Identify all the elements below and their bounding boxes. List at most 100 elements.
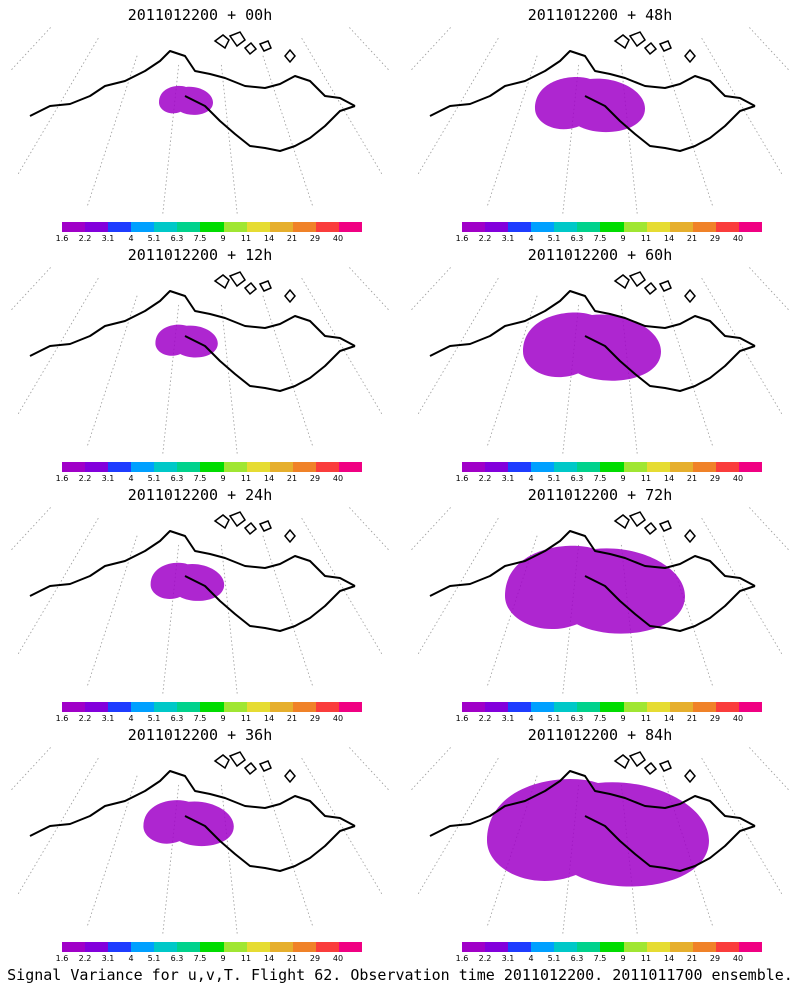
colorbar-swatch <box>85 702 109 712</box>
colorbar-swatch <box>646 222 670 232</box>
colorbar-label: 40 <box>732 474 744 483</box>
colorbar-label: 11 <box>240 714 252 723</box>
colorbar-swatch <box>269 702 293 712</box>
colorbar-swatch <box>485 462 509 472</box>
meridian-gridline <box>364 266 390 313</box>
colorbar-labels: 1.6 2.2 3.1 4 5.1 6.3 7.5 9 11 14 21 29 40 <box>450 234 780 244</box>
colorbar-swatch <box>200 462 224 472</box>
colorbar-label: 4 <box>128 474 134 483</box>
colorbar-label: 21 <box>686 954 698 963</box>
colorbar-swatch <box>200 702 224 712</box>
colorbar-label: 1.6 <box>455 714 469 723</box>
colorbar-swatch <box>508 702 532 712</box>
latitude-gridline <box>410 746 790 770</box>
latitude-gridline <box>410 506 790 530</box>
colorbar-swatch <box>577 222 601 232</box>
colorbar-label: 40 <box>332 954 344 963</box>
colorbar-label: 2.2 <box>78 234 92 243</box>
colorbar-label: 29 <box>709 474 721 483</box>
colorbar-label: 40 <box>732 954 744 963</box>
colorbar-swatch <box>338 942 363 952</box>
colorbar-swatch <box>692 942 716 952</box>
meridian-gridline <box>747 266 790 312</box>
arctic-islands <box>213 31 296 64</box>
colorbar-swatch <box>554 222 578 232</box>
colorbar-swatch <box>108 942 132 952</box>
colorbar <box>462 462 763 472</box>
colorbar-swatch <box>462 222 486 232</box>
meridian-gridline <box>220 304 238 456</box>
colorbar-label: 29 <box>309 954 321 963</box>
colorbar-label: 7.5 <box>193 234 207 243</box>
meridian-gridline <box>410 746 436 793</box>
colorbar-label: 3.1 <box>101 954 115 963</box>
colorbar-label: 29 <box>709 714 721 723</box>
colorbar-label: 2.2 <box>78 714 92 723</box>
colorbar-label: 40 <box>332 234 344 243</box>
colorbar-label: 5.1 <box>147 954 161 963</box>
colorbar-label: 4 <box>528 954 534 963</box>
colorbar-swatch <box>315 702 339 712</box>
colorbar-swatch <box>531 222 555 232</box>
meridian-gridline <box>764 506 790 553</box>
colorbar-swatch <box>338 462 363 472</box>
colorbar-label: 29 <box>709 954 721 963</box>
polar-map <box>10 506 390 696</box>
colorbar-swatch <box>531 942 555 952</box>
meridian-gridline <box>410 746 453 792</box>
meridian-gridline <box>620 64 638 216</box>
colorbar-label: 6.3 <box>570 714 584 723</box>
map-panel-36h: 2011012200 + 36h 1.6 2.2 3.1 4 5.1 6.3 7.5 9 11 14… <box>0 720 400 963</box>
map-panel-48h: 2011012200 + 48h 1.6 2.2 3.1 4 5.1 6.3 7.5 9 11 14… <box>400 0 800 243</box>
colorbar-label: 2.2 <box>478 714 492 723</box>
coastline <box>429 290 756 392</box>
variance-shading <box>150 562 225 601</box>
colorbar-label: 14 <box>263 954 275 963</box>
colorbar-swatch <box>600 942 624 952</box>
colorbar-swatch <box>669 222 693 232</box>
colorbar-swatch <box>315 942 339 952</box>
colorbar-labels: 1.6 2.2 3.1 4 5.1 6.3 7.5 9 11 14 21 29 40 <box>50 234 380 244</box>
meridian-gridline <box>410 266 453 312</box>
variance-shading <box>505 545 685 634</box>
latitude-gridline <box>10 26 390 73</box>
panel-title: 2011012200 + 72h <box>527 486 673 504</box>
colorbar-label: 14 <box>663 474 675 483</box>
colorbar-swatch <box>269 942 293 952</box>
colorbar-label: 6.3 <box>170 474 184 483</box>
colorbar-swatch <box>269 462 293 472</box>
panel-title: 2011012200 + 48h <box>527 6 673 24</box>
colorbar-swatch <box>669 702 693 712</box>
colorbar-label: 7.5 <box>593 954 607 963</box>
meridian-gridline <box>764 266 790 313</box>
colorbar-swatch <box>623 702 647 712</box>
colorbar <box>62 462 363 472</box>
meridian-gridline <box>262 55 314 208</box>
colorbar-label: 6.3 <box>170 234 184 243</box>
colorbar-label: 7.5 <box>593 234 607 243</box>
meridian-gridline <box>10 506 36 553</box>
coastline <box>429 770 756 872</box>
colorbar-swatch <box>200 222 224 232</box>
meridian-gridline <box>410 506 453 552</box>
panel-title: 2011012200 + 84h <box>527 726 673 744</box>
arctic-islands <box>213 751 296 784</box>
map-panel-12h: 2011012200 + 12h 1.6 2.2 3.1 4 5.1 6.3 7.5 9 11 14… <box>0 240 400 483</box>
colorbar-swatch <box>62 462 86 472</box>
meridian-gridline <box>764 746 790 793</box>
meridian-gridline <box>86 775 138 928</box>
arctic-islands <box>613 751 696 784</box>
colorbar <box>462 702 763 712</box>
colorbar-label: 4 <box>128 954 134 963</box>
colorbar-label: 1.6 <box>55 234 69 243</box>
colorbar-swatch <box>177 942 201 952</box>
colorbar-label: 7.5 <box>193 714 207 723</box>
arctic-islands <box>613 271 696 304</box>
polar-map <box>410 506 790 696</box>
colorbar-swatch <box>669 462 693 472</box>
meridian-gridline <box>416 517 499 657</box>
meridian-gridline <box>701 277 784 417</box>
colorbar-label: 9 <box>620 474 626 483</box>
colorbar-swatch <box>692 462 716 472</box>
colorbar-swatch <box>623 942 647 952</box>
